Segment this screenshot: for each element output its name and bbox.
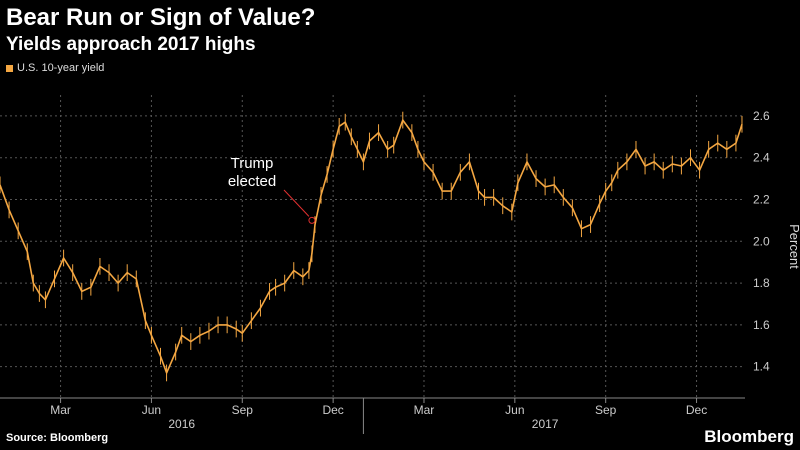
x-tick-label: Jun: [505, 403, 524, 417]
year-label: 2016: [168, 417, 195, 431]
y-tick-label: 1.4: [753, 360, 770, 374]
year-label: 2017: [532, 417, 559, 431]
y-tick-label: 2.4: [753, 151, 770, 165]
y-tick-label: 2.2: [753, 192, 770, 206]
annotation-text-line2: elected: [228, 173, 276, 190]
legend-label: U.S. 10-year yield: [17, 62, 105, 74]
y-tick-label: 1.6: [753, 318, 770, 332]
annotation-marker: [308, 216, 316, 224]
x-tick-label: Dec: [686, 403, 707, 417]
legend: U.S. 10-year yield: [6, 62, 104, 74]
x-tick-label: Mar: [414, 403, 435, 417]
bloomberg-logo: Bloomberg: [704, 427, 794, 446]
x-tick-label: Mar: [50, 403, 71, 417]
x-tick-label: Jun: [142, 403, 161, 417]
legend-swatch: [6, 64, 13, 72]
y-tick-label: 1.8: [753, 276, 770, 290]
source-note: Source: Bloomberg: [6, 432, 109, 444]
x-tick-label: Dec: [322, 403, 343, 417]
y-tick-label: 2.0: [753, 234, 770, 248]
x-tick-label: Sep: [232, 403, 254, 417]
y-tick-label: 2.6: [753, 109, 770, 123]
chart-subtitle: Yields approach 2017 highs: [6, 34, 256, 55]
x-tick-label: Sep: [595, 403, 617, 417]
annotation-arrow: [283, 189, 310, 217]
annotation-text-line1: Trump: [231, 155, 274, 172]
y-axis-label: Percent: [787, 224, 800, 269]
chart-title: Bear Run or Sign of Value?: [6, 4, 316, 31]
